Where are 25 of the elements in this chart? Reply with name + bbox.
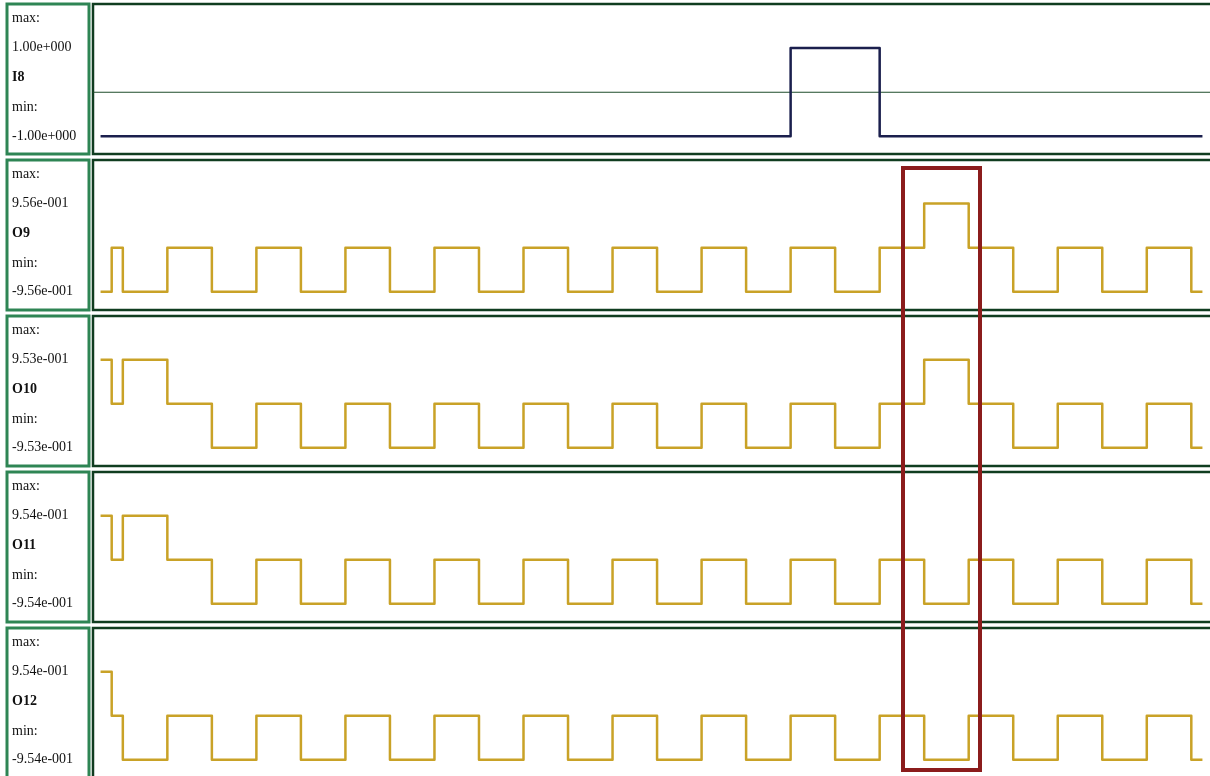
y-axis-title: O9: [12, 225, 30, 241]
y-tick-label: 1.00e+000: [12, 39, 72, 55]
y-axis-title: O12: [12, 693, 37, 709]
y-tick-label: -9.54e-001: [12, 594, 74, 610]
text: max:: [12, 478, 40, 494]
text: max:: [12, 322, 40, 338]
y-tick-label: 9.54e-001: [12, 506, 69, 522]
y-tick-label: 9.54e-001: [12, 662, 69, 678]
y-tick-label: -9.53e-001: [12, 438, 74, 454]
text: min:: [12, 723, 38, 739]
y-tick-label: 9.56e-001: [12, 194, 69, 210]
y-axis-title: O11: [12, 537, 37, 553]
text: max:: [12, 166, 40, 182]
text: min:: [12, 411, 38, 427]
text: min:: [12, 255, 38, 271]
y-tick-label: -1.00e+000: [12, 127, 77, 143]
y-axis-title: I8: [12, 69, 25, 85]
y-axis-title: O10: [12, 381, 37, 397]
text: min:: [12, 99, 38, 115]
text: min:: [12, 567, 38, 583]
text: max:: [12, 634, 40, 650]
text: max:: [12, 10, 40, 26]
y-tick-label: -9.54e-001: [12, 750, 74, 766]
y-tick-label: -9.56e-001: [12, 283, 74, 299]
y-tick-label: 9.53e-001: [12, 350, 69, 366]
